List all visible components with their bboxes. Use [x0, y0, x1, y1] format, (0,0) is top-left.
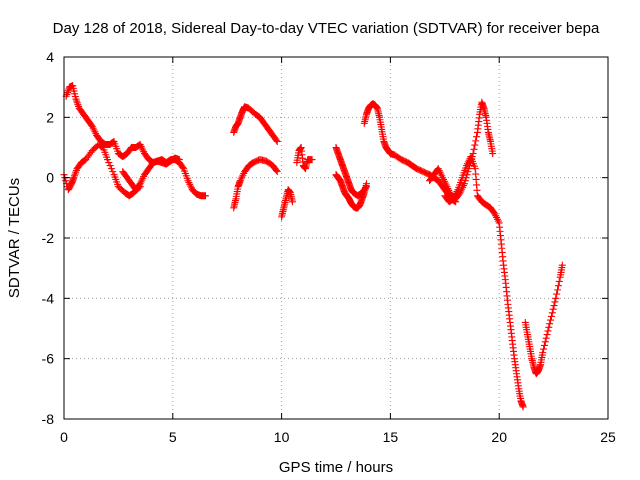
data-point	[545, 323, 553, 331]
data-point	[542, 334, 550, 342]
data-point	[460, 180, 468, 188]
series-A	[60, 140, 144, 200]
data-point	[87, 121, 95, 129]
series-B	[62, 82, 183, 168]
chart-title: Day 128 of 2018, Sidereal Day-to-day VTE…	[53, 20, 600, 37]
series-M	[521, 261, 566, 378]
y-tick-label: -8	[42, 411, 55, 427]
data-point	[461, 177, 469, 185]
data-point	[539, 349, 547, 357]
x-tick-label: 0	[60, 429, 68, 445]
data-point	[540, 345, 548, 353]
x-tick-label: 15	[383, 429, 399, 445]
data-point	[80, 157, 88, 165]
series-F	[278, 186, 296, 221]
x-tick-label: 20	[491, 429, 507, 445]
data-point	[550, 302, 558, 310]
x-tick-label: 10	[274, 429, 290, 445]
data-point	[558, 261, 566, 269]
y-axis-label: SDTVAR / TECUs	[6, 178, 23, 298]
series-C	[119, 156, 209, 200]
data-point	[273, 168, 281, 176]
data-point	[543, 331, 551, 339]
data-point	[471, 141, 479, 149]
data-point	[519, 403, 527, 411]
data-point	[362, 180, 370, 188]
data-point	[554, 282, 562, 290]
data-point	[548, 309, 556, 317]
data-point	[106, 162, 114, 170]
series-E	[230, 156, 281, 212]
grid-layer	[64, 57, 608, 419]
data-point	[541, 338, 549, 346]
x-axis-label: GPS time / hours	[279, 459, 393, 476]
y-tick-label: 4	[46, 49, 54, 65]
series-D	[230, 103, 281, 145]
data-point	[544, 327, 552, 335]
data-point	[105, 159, 113, 167]
data-point	[551, 298, 559, 306]
data-point	[272, 166, 280, 174]
series-K	[426, 98, 497, 203]
data-point	[464, 168, 472, 176]
data-point	[272, 136, 280, 144]
y-tick-label: -6	[42, 351, 55, 367]
data-point	[135, 181, 143, 189]
data-point	[107, 165, 115, 173]
data-point	[473, 133, 481, 141]
x-tick-label: 5	[169, 429, 177, 445]
data-point	[104, 156, 112, 164]
series-I	[332, 171, 370, 212]
x-tick-label: 25	[600, 429, 616, 445]
data-point	[552, 294, 560, 302]
data-points-layer	[60, 82, 566, 411]
tick-layer: 0 5 10 15 20 25 -8 -6 -4 -2 0 2 4	[42, 49, 616, 445]
data-point	[546, 320, 554, 328]
data-point	[554, 286, 562, 294]
data-point	[201, 192, 209, 200]
data-point	[308, 156, 316, 164]
series-J	[360, 100, 460, 206]
data-point	[109, 168, 117, 176]
data-point	[470, 145, 478, 153]
y-tick-label: -2	[42, 230, 55, 246]
y-tick-label: -4	[42, 290, 55, 306]
data-point	[555, 277, 563, 285]
data-point	[540, 341, 548, 349]
data-point	[62, 177, 70, 185]
data-point	[490, 209, 498, 217]
data-point	[288, 198, 296, 206]
series-L	[441, 153, 527, 411]
data-point	[547, 312, 555, 320]
y-tick-label: 2	[46, 109, 54, 125]
data-point	[553, 290, 561, 298]
series-G	[293, 144, 316, 173]
data-point	[179, 163, 187, 171]
data-point	[273, 137, 281, 145]
data-point	[547, 316, 555, 324]
data-point	[472, 137, 480, 145]
data-point	[489, 150, 497, 158]
y-tick-label: 0	[46, 170, 54, 186]
data-point	[549, 305, 557, 313]
